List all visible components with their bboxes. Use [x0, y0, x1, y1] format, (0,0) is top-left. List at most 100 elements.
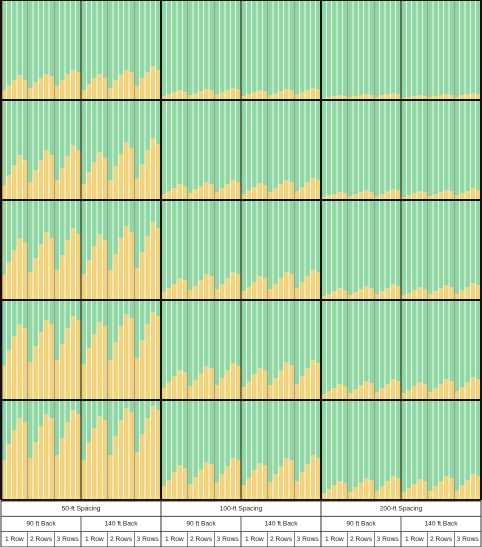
cell-green — [310, 100, 316, 178]
cell-yellow — [1, 365, 7, 400]
cell-yellow — [449, 191, 455, 200]
cell-yellow — [395, 478, 401, 500]
cell-green — [363, 100, 369, 190]
spacing-label: 200-ft Spacing — [380, 505, 423, 512]
cell-green — [257, 200, 263, 276]
cell-yellow — [262, 91, 268, 100]
cell-yellow — [70, 316, 76, 400]
cell-yellow — [22, 160, 28, 200]
cell-green — [385, 200, 391, 288]
cell-green — [411, 300, 417, 386]
cell-green — [257, 0, 263, 90]
cell-green — [166, 200, 172, 288]
cell-yellow — [251, 282, 257, 300]
cell-green — [177, 400, 183, 465]
cell-yellow — [278, 466, 284, 500]
spacing-label: 100-ft Spacing — [220, 505, 263, 512]
cell-yellow — [118, 74, 124, 100]
cell-yellow — [379, 194, 385, 200]
cell-green — [214, 0, 220, 94]
cell-green — [86, 300, 92, 348]
cell-yellow — [155, 410, 161, 500]
cell-yellow — [395, 286, 401, 300]
cell-yellow — [6, 175, 12, 200]
cell-green — [438, 400, 444, 481]
cell-green — [209, 100, 215, 184]
cell-yellow — [454, 97, 460, 100]
cell-green — [385, 100, 391, 191]
cell-green — [155, 100, 161, 144]
cell-yellow — [214, 482, 220, 500]
cell-green — [273, 300, 279, 378]
cell-green — [337, 100, 343, 192]
cell-yellow — [401, 492, 407, 500]
cell-yellow — [230, 458, 236, 500]
cell-green — [321, 100, 327, 197]
cell-green — [449, 300, 455, 381]
cell-green — [411, 100, 417, 193]
cell-yellow — [6, 262, 12, 300]
cell-green — [411, 400, 417, 484]
cell-green — [198, 200, 204, 280]
cell-green — [182, 400, 188, 468]
cell-green — [150, 400, 156, 406]
cell-green — [262, 0, 268, 91]
cell-green — [321, 0, 327, 98]
cell-yellow — [342, 96, 348, 100]
cell-yellow — [470, 93, 476, 100]
cell-green — [235, 0, 241, 89]
cell-green — [369, 400, 375, 480]
cell-yellow — [257, 276, 263, 300]
cell-green — [134, 0, 140, 86]
cell-yellow — [321, 296, 327, 300]
cell-yellow — [289, 365, 295, 400]
cell-green — [214, 300, 220, 385]
cell-green — [310, 400, 316, 455]
cell-green — [145, 400, 151, 418]
cell-yellow — [198, 373, 204, 400]
cell-green — [70, 400, 76, 410]
cell-yellow — [107, 88, 113, 100]
cell-green — [358, 0, 364, 95]
cell-green — [406, 400, 412, 488]
cell-green — [294, 100, 300, 191]
cell-yellow — [369, 95, 375, 100]
cell-yellow — [347, 492, 353, 500]
cell-green — [331, 0, 337, 96]
cell-green — [353, 100, 359, 194]
cell-green — [251, 200, 257, 282]
cell-green — [449, 0, 455, 95]
cell-yellow — [459, 290, 465, 300]
cell-green — [22, 400, 28, 422]
cell-green — [417, 400, 423, 479]
cell-green — [454, 400, 460, 490]
cell-green — [427, 200, 433, 294]
cell-green — [363, 400, 369, 478]
cell-green — [475, 400, 481, 476]
cell-yellow — [49, 418, 55, 500]
cell-yellow — [97, 74, 103, 100]
cell-green — [390, 200, 396, 284]
cell-green — [449, 100, 455, 191]
cell-yellow — [443, 285, 449, 300]
cell-green — [241, 400, 247, 485]
cell-yellow — [363, 286, 369, 300]
cell-yellow — [427, 491, 433, 500]
cell-green — [6, 300, 12, 350]
cell-green — [230, 300, 236, 363]
cell-green — [11, 200, 17, 250]
cell-yellow — [161, 292, 167, 300]
cell-yellow — [54, 180, 60, 200]
cell-green — [475, 0, 481, 94]
cell-yellow — [27, 182, 33, 200]
cell-green — [17, 400, 23, 418]
cell-yellow — [198, 469, 204, 500]
cell-green — [454, 0, 460, 97]
cell-green — [459, 400, 465, 485]
cell-yellow — [27, 272, 33, 300]
cell-yellow — [123, 226, 129, 300]
cell-yellow — [369, 480, 375, 500]
cell-yellow — [326, 195, 332, 200]
cell-yellow — [219, 378, 225, 400]
cell-green — [97, 0, 103, 74]
